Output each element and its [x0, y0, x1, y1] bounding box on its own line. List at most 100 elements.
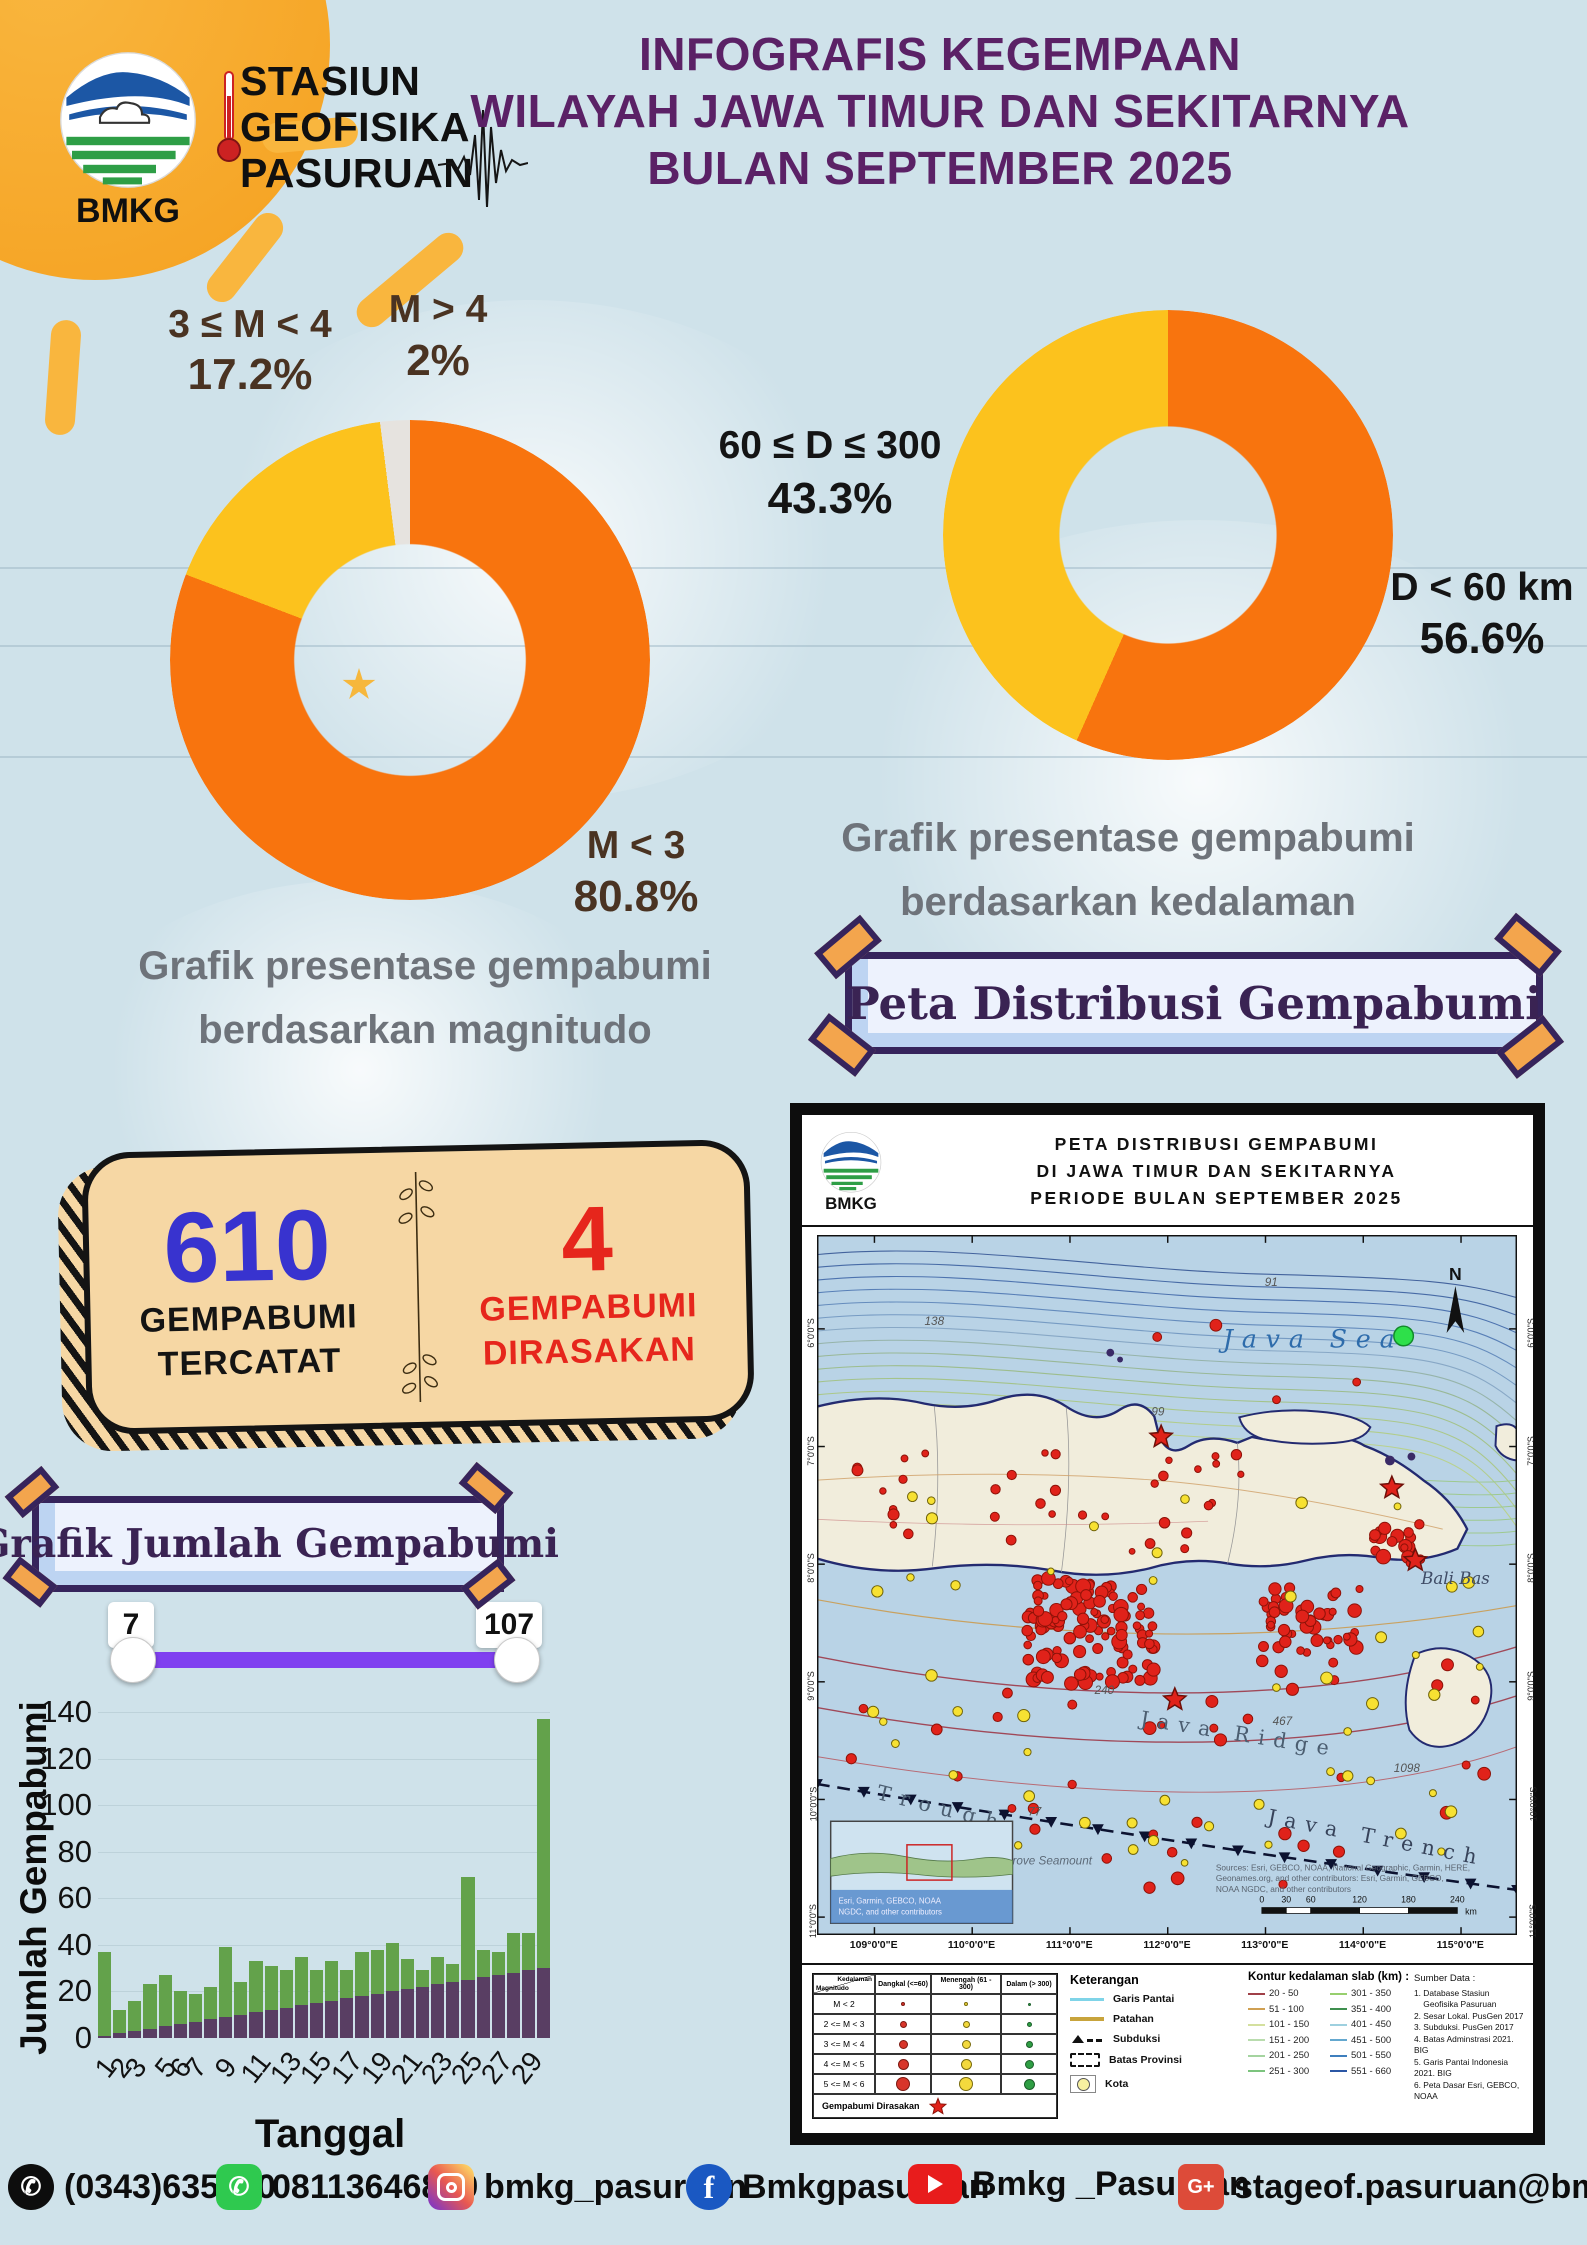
bar-day-2: [113, 2010, 127, 2038]
legend-item-province: Batas Provinsi: [1070, 2053, 1238, 2067]
svg-text:Esri, Garmin, GEBCO, NOAA: Esri, Garmin, GEBCO, NOAA: [839, 1897, 942, 1906]
y-tick: 0: [74, 2020, 92, 2055]
contact-email: G+ stageof.pasuruan@bmkg.go.id: [1178, 2164, 1587, 2210]
lon-tick-label: 111°0'0"E: [1045, 1939, 1093, 1951]
svg-text:km: km: [1465, 1906, 1477, 1916]
station-line3: PASURUAN: [240, 150, 474, 196]
recorded-label-line1: GEMPABUMI: [139, 1297, 359, 1340]
lat-tick-label: 10°0'0"S: [808, 1786, 819, 1821]
bar-day-7: [188, 1993, 202, 2038]
bar-day-12: [264, 1965, 278, 2038]
lat-tick-label: 7°0'0"S: [1525, 1436, 1536, 1466]
map-bmkg-logo: BMKG: [820, 1131, 882, 1213]
svg-text:Geonames.org, and other contri: Geonames.org, and other contributors: Es…: [1216, 1873, 1444, 1883]
map-legend: Kedalaman Magnitudo Dangkal (<=60) Menengah…: [802, 1963, 1533, 2133]
instagram-icon: [428, 2164, 474, 2210]
mag-low-pct: 80.8%: [573, 872, 699, 921]
slider-knob-left[interactable]: [110, 1637, 156, 1683]
bar-day-25: [461, 1877, 475, 2038]
mag-high-pct: 2%: [406, 336, 470, 385]
bar-day-4: [143, 1984, 157, 2038]
bar-chart-bars: [98, 1712, 551, 2038]
depth-donut-chart: [943, 310, 1393, 760]
depth-mid-label: 60 ≤ D ≤ 300: [718, 424, 942, 467]
page-title-line2: WILAYAH JAWA TIMUR DAN SEKITARNYA: [470, 85, 1410, 137]
svg-text:N: N: [1449, 1264, 1462, 1284]
thermometer-icon: [217, 71, 241, 162]
lat-tick-label: 6°0'0"S: [805, 1318, 816, 1348]
svg-text:240: 240: [1094, 1684, 1115, 1697]
slider-track[interactable]: [128, 1652, 522, 1668]
svg-text:91: 91: [1265, 1276, 1278, 1289]
mag-mid-label: 3 ≤ M < 4: [168, 303, 332, 346]
map-divider: [802, 1225, 1533, 1227]
bar-day-15: [309, 1970, 324, 2038]
legend-sumber: Sumber Data : 1. Database Stasiun Geofis…: [1414, 1973, 1529, 2103]
lat-tick-label: 11°0'0"S: [807, 1904, 818, 1939]
bar-day-10: [234, 1982, 248, 2038]
bar-day-18: [355, 1951, 369, 2038]
svg-text:NOAA NGDC, and other contribut: NOAA NGDC, and other contributors: [1216, 1884, 1351, 1894]
svg-text:Java Sea: Java Sea: [1218, 1325, 1404, 1355]
bar-day-30: [537, 1719, 551, 2038]
svg-text:138: 138: [925, 1315, 945, 1328]
province-border-symbol: [1070, 2053, 1100, 2067]
lat-tick-label: 9°0'0"S: [805, 1671, 816, 1701]
legend-item-subduction: Subduksi: [1070, 2033, 1238, 2045]
lat-tick-label: 10°0'0"S: [1528, 1786, 1539, 1821]
lon-tick-label: 115°0'0"E: [1436, 1939, 1484, 1951]
seismogram-icon: [438, 109, 528, 208]
bar-day-11: [249, 1961, 263, 2038]
coastline-symbol: [1070, 1997, 1104, 2001]
svg-text:0: 0: [1259, 1895, 1264, 1905]
legend-item-coastline: Garis Pantai: [1070, 1993, 1238, 2005]
y-tick: 60: [57, 1880, 92, 1916]
y-tick: 40: [57, 1926, 92, 1962]
sun-ray: [44, 319, 82, 436]
bar-day-8: [203, 1986, 218, 2038]
bar-banner-label: Grafik Jumlah Gempabumi: [0, 1521, 559, 1567]
map-banner: Peta Distribusi Gempabumi: [845, 952, 1543, 1054]
phone-icon: ✆: [8, 2164, 54, 2210]
bar-day-1: [98, 1951, 112, 2038]
recorded-label-line2: TERCATAT: [157, 1341, 342, 1384]
lon-tick-label: 114°0'0"E: [1338, 1939, 1387, 1951]
lat-tick-label: 8°0'0"S: [1525, 1553, 1536, 1584]
bar-day-24: [446, 1963, 460, 2038]
y-tick: 20: [57, 1973, 92, 2009]
bmkg-logo: [60, 52, 196, 188]
bmkg-logo-label: BMKG: [76, 192, 180, 230]
svg-text:467: 467: [1273, 1715, 1293, 1728]
fault-symbol: [1070, 2017, 1104, 2021]
map-title: PETA DISTRIBUSI GEMPABUMI DI JAWA TIMUR …: [912, 1131, 1521, 1212]
svg-text:Bali Bas: Bali Bas: [1420, 1569, 1490, 1588]
slider-knob-right[interactable]: [494, 1637, 540, 1683]
stats-card: 610 GEMPABUMI TERCATAT 4 GEMPABUMI: [81, 1139, 755, 1435]
felt-stat: 4 GEMPABUMI DIRASAKAN: [477, 1187, 699, 1376]
svg-text:Sources: Esri, GEBCO, NOAA, Na: Sources: Esri, GEBCO, NOAA, National Geo…: [1216, 1862, 1470, 1872]
bar-day-26: [476, 1949, 490, 2038]
bar-day-5: [158, 1975, 172, 2038]
legend-item-city: Kota: [1070, 2075, 1238, 2093]
bar-day-20: [385, 1942, 399, 2038]
mag-mid-pct: 17.2%: [187, 350, 313, 399]
y-tick: 120: [40, 1740, 92, 1776]
depth-mid-pct: 43.3%: [767, 474, 893, 523]
felt-label-line2: DIRASAKAN: [482, 1330, 697, 1373]
y-tick: 140: [40, 1694, 92, 1729]
youtube-icon: [908, 2164, 962, 2204]
felt-value: 4: [560, 1187, 614, 1291]
mag-caption-line2: berdasarkan magnitudo: [198, 1008, 652, 1052]
svg-text:BMKG: BMKG: [825, 1194, 877, 1213]
bar-day-29: [521, 1933, 536, 2038]
map-title-line1: PETA DISTRIBUSI GEMPABUMI: [1054, 1134, 1379, 1154]
subduction-symbol: [1070, 2034, 1104, 2044]
depth-caption-line2: berdasarkan kedalaman: [900, 880, 1356, 924]
bar-day-21: [400, 1958, 414, 2038]
bar-day-9: [219, 1947, 233, 2038]
mag-high-label: M > 4: [388, 288, 488, 331]
depth-shallow-label: D < 60 km: [1390, 566, 1574, 609]
lat-tick-label: 9°0'0"S: [1525, 1671, 1536, 1701]
svg-text:30: 30: [1281, 1895, 1291, 1905]
map-banner-label: Peta Distribusi Gempabumi: [845, 976, 1543, 1030]
